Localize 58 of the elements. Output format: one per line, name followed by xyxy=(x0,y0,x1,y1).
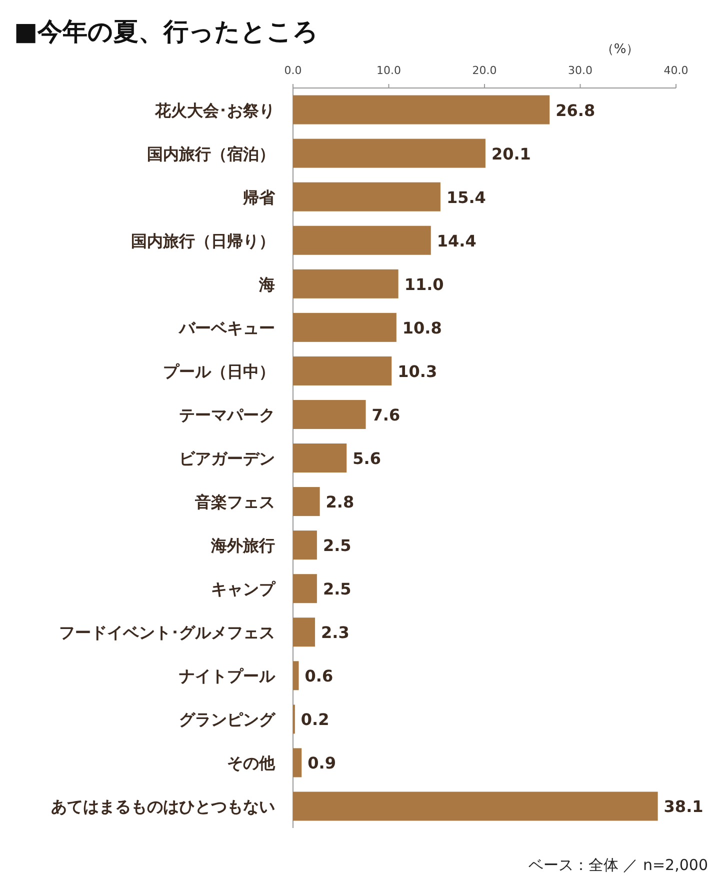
y-tick-label: 花火大会･お祭り xyxy=(154,100,275,120)
data-label: 2.3 xyxy=(321,623,350,642)
data-label: 2.5 xyxy=(322,580,352,599)
data-label: 0.9 xyxy=(308,754,336,773)
bar xyxy=(293,661,299,690)
data-label: 14.4 xyxy=(436,231,476,250)
data-label: 26.8 xyxy=(556,100,596,120)
bar xyxy=(293,792,658,821)
y-tick-label: プール（日中） xyxy=(163,362,275,381)
y-tick-label: 国内旅行（宿泊） xyxy=(147,144,275,164)
y-tick-label: グランピング xyxy=(179,710,276,730)
bar xyxy=(293,356,392,386)
data-label: 7.6 xyxy=(372,405,400,424)
y-tick-label: その他 xyxy=(227,754,276,773)
x-tick-label: 40.0 xyxy=(664,64,688,77)
data-label: 15.4 xyxy=(446,188,486,207)
text: ベース：全体 ／ n=2,000 xyxy=(528,856,708,874)
bar xyxy=(293,269,398,298)
y-tick-label: あてはまるものはひとつもない xyxy=(51,797,275,816)
x-tick-label: 30.0 xyxy=(568,64,592,77)
data-label: 38.1 xyxy=(664,797,704,816)
x-tick-label: 10.0 xyxy=(376,64,401,77)
x-axis-title: （%） xyxy=(600,42,640,57)
bar xyxy=(293,400,366,429)
bar xyxy=(293,530,317,560)
y-tick-label: バーベキュー xyxy=(178,318,275,338)
bar xyxy=(293,226,431,255)
bar xyxy=(293,312,396,342)
chart-title: ■今年の夏、行ったところ xyxy=(14,17,319,46)
y-tick-label: キャンプ xyxy=(211,580,276,599)
y-tick-label: テーマパーク xyxy=(179,405,275,424)
bar xyxy=(293,618,316,647)
x-tick-label: 20.0 xyxy=(472,64,497,77)
y-tick-label: ナイトプール xyxy=(179,666,276,686)
bar xyxy=(293,444,347,472)
y-tick-label: 国内旅行（日帰り） xyxy=(131,231,275,250)
data-label: 0.2 xyxy=(300,710,330,730)
data-label: 5.6 xyxy=(352,449,381,468)
data-label: 2.8 xyxy=(326,492,354,512)
data-label: 10.8 xyxy=(402,318,442,338)
y-tick-label: ビアガーデン xyxy=(179,449,275,468)
bar xyxy=(293,95,550,124)
bar xyxy=(293,574,317,604)
data-label: 20.1 xyxy=(491,144,531,164)
y-tick-label: 帰省 xyxy=(242,188,276,207)
y-tick-label: 音楽フェス xyxy=(194,492,275,512)
data-label: 2.5 xyxy=(322,536,352,556)
bar xyxy=(293,182,440,212)
data-label: 10.3 xyxy=(398,362,438,381)
y-tick-label: 海 xyxy=(258,274,275,294)
bar xyxy=(293,748,302,778)
data-label: 0.6 xyxy=(304,666,334,686)
bar xyxy=(293,487,320,516)
bar xyxy=(293,138,486,168)
y-tick-label: フードイベント･グルメフェス xyxy=(59,623,275,642)
x-tick-label: 0.0 xyxy=(284,64,302,77)
y-tick-label: 海外旅行 xyxy=(210,536,275,556)
data-label: 11.0 xyxy=(404,274,444,294)
